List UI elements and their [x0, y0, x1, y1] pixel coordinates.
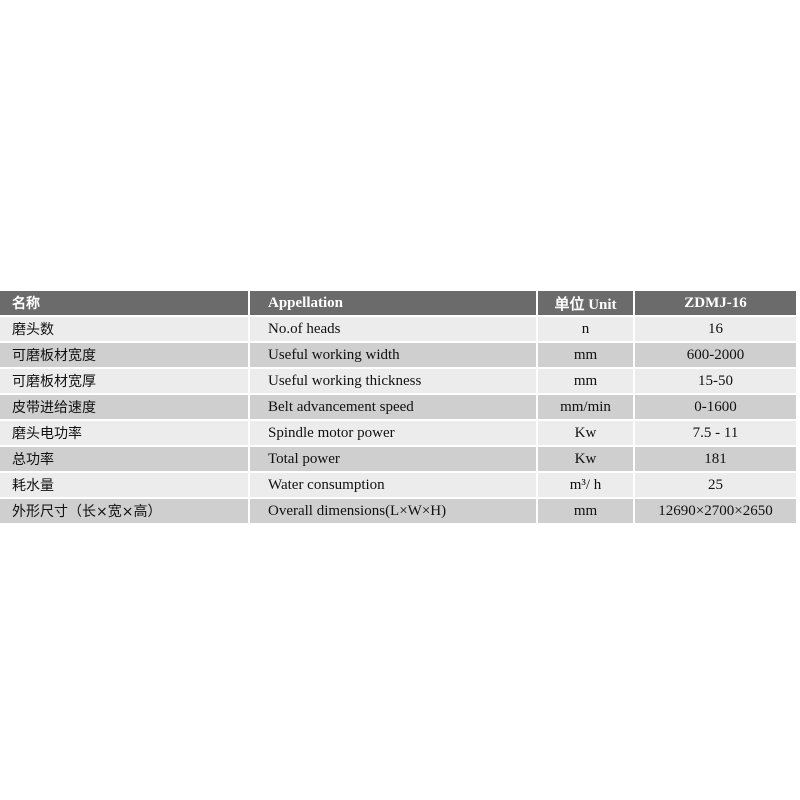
table-row: 皮带进给速度 Belt advancement speed mm/min 0-1600 — [0, 395, 796, 419]
row-value: 181 — [635, 447, 796, 471]
row-value: 12690×2700×2650 — [635, 499, 796, 523]
row-value: 600-2000 — [635, 343, 796, 367]
spec-table: 名称 Appellation 单位 Unit ZDMJ-16 磨头数 No.of … — [0, 289, 798, 525]
row-unit: mm — [538, 499, 633, 523]
row-appellation: Useful working thickness — [250, 369, 536, 393]
row-name: 总功率 — [0, 447, 248, 471]
row-appellation: Spindle motor power — [250, 421, 536, 445]
table-row: 外形尺寸（长×宽×高） Overall dimensions(L×W×H) mm 12… — [0, 499, 796, 523]
row-appellation: Total power — [250, 447, 536, 471]
row-unit: mm/min — [538, 395, 633, 419]
row-value: 15-50 — [635, 369, 796, 393]
row-appellation: Useful working width — [250, 343, 536, 367]
row-name: 磨头数 — [0, 317, 248, 341]
row-name: 皮带进给速度 — [0, 395, 248, 419]
table-row: 磨头电功率 Spindle motor power Kw 7.5 - 11 — [0, 421, 796, 445]
header-name: 名称 — [0, 291, 248, 315]
row-name: 外形尺寸（长×宽×高） — [0, 499, 248, 523]
row-value: 0-1600 — [635, 395, 796, 419]
table-header: 名称 Appellation 单位 Unit ZDMJ-16 — [0, 291, 796, 315]
row-appellation: Overall dimensions(L×W×H) — [250, 499, 536, 523]
row-value: 25 — [635, 473, 796, 497]
table-row: 总功率 Total power Kw 181 — [0, 447, 796, 471]
row-value: 16 — [635, 317, 796, 341]
row-name: 磨头电功率 — [0, 421, 248, 445]
table-row: 可磨板材宽厚 Useful working thickness mm 15-50 — [0, 369, 796, 393]
row-unit: Kw — [538, 421, 633, 445]
row-unit: Kw — [538, 447, 633, 471]
row-appellation: No.of heads — [250, 317, 536, 341]
row-value: 7.5 - 11 — [635, 421, 796, 445]
table-row: 耗水量 Water consumption m³/ h 25 — [0, 473, 796, 497]
row-appellation: Water consumption — [250, 473, 536, 497]
header-unit: 单位 Unit — [538, 291, 633, 315]
row-name: 可磨板材宽厚 — [0, 369, 248, 393]
row-unit: mm — [538, 343, 633, 367]
row-name: 耗水量 — [0, 473, 248, 497]
row-name: 可磨板材宽度 — [0, 343, 248, 367]
row-unit: m³/ h — [538, 473, 633, 497]
row-unit: n — [538, 317, 633, 341]
row-unit: mm — [538, 369, 633, 393]
header-model: ZDMJ-16 — [635, 291, 796, 315]
table-row: 磨头数 No.of heads n 16 — [0, 317, 796, 341]
row-appellation: Belt advancement speed — [250, 395, 536, 419]
header-appellation: Appellation — [250, 291, 536, 315]
table-row: 可磨板材宽度 Useful working width mm 600-2000 — [0, 343, 796, 367]
